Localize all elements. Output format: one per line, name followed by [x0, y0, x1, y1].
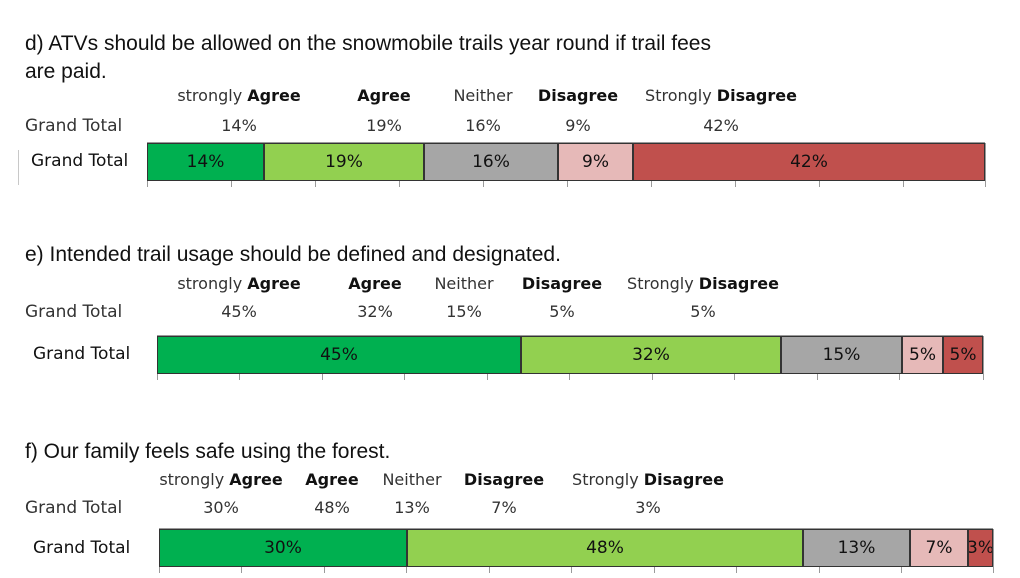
gridline: [983, 336, 984, 380]
series-header-emphasis: Disagree: [698, 274, 779, 293]
bar-data-label: 16%: [472, 152, 510, 172]
table-row-label: Grand Total: [25, 302, 123, 322]
gridline: [985, 143, 986, 187]
bar-data-label: 3%: [968, 538, 993, 558]
series-header: Disagree: [538, 86, 618, 105]
bar-segment: 13%: [803, 529, 910, 567]
series-header: Agree: [357, 86, 410, 105]
chart-title-line: d) ATVs should be allowed on the snowmob…: [25, 32, 711, 55]
bar-data-label: 42%: [790, 152, 828, 172]
bar-segment: 19%: [264, 143, 424, 181]
bar-data-label: 14%: [186, 152, 225, 172]
bar-category-label: Grand Total: [33, 344, 131, 364]
table-cell-value: 16%: [465, 116, 501, 135]
bar-segment: 32%: [521, 336, 781, 374]
table-cell-value: 30%: [203, 498, 239, 517]
bar-data-label: 32%: [632, 345, 670, 365]
bar-data-label: 5%: [949, 345, 977, 365]
series-header: strongly Agree: [177, 86, 301, 105]
gridline: [993, 529, 994, 573]
chart-title: d) ATVs should be allowed on the snowmob…: [25, 30, 711, 86]
bar-segment: 7%: [910, 529, 968, 567]
bar-segment: 48%: [407, 529, 803, 567]
bar-segment: 15%: [781, 336, 902, 374]
table-row-label: Grand Total: [25, 498, 123, 518]
chart-title: e) Intended trail usage should be define…: [25, 241, 561, 269]
bar-data-label: 9%: [582, 152, 609, 172]
series-header-emphasis: Disagree: [463, 470, 545, 489]
bar-segment: 5%: [902, 336, 943, 374]
series-header: Disagree: [464, 470, 544, 489]
chart-title-line: e) Intended trail usage should be define…: [25, 243, 561, 266]
series-header-emphasis: Disagree: [643, 470, 724, 489]
table-cell-value: 45%: [221, 302, 257, 321]
bar-segment: 5%: [943, 336, 983, 374]
bar-data-label: 30%: [264, 538, 302, 558]
series-header: Neither: [434, 274, 494, 293]
bar-segment: 14%: [147, 143, 264, 181]
bar-data-label: 19%: [325, 152, 363, 172]
table-cell-value: 14%: [221, 116, 257, 135]
bar-data-label: 5%: [909, 345, 936, 365]
table-cell-value: 5%: [690, 302, 716, 321]
table-cell-value: 32%: [357, 302, 393, 321]
series-header-emphasis: Disagree: [521, 274, 603, 293]
bar-data-label: 13%: [837, 538, 876, 558]
bar-category-label: Grand Total: [33, 538, 131, 558]
table-cell-value: 13%: [394, 498, 430, 517]
table-cell-value: 5%: [549, 302, 575, 321]
table-cell-value: 9%: [565, 116, 591, 135]
series-header: Strongly Disagree: [645, 86, 797, 105]
bar-data-label: 15%: [822, 345, 861, 365]
series-header-emphasis: Agree: [247, 86, 301, 105]
bar-segment: 16%: [424, 143, 558, 181]
chart-title-line: are paid.: [25, 60, 107, 83]
bar-segment: 45%: [157, 336, 521, 374]
series-header-emphasis: Agree: [247, 274, 301, 293]
series-header: Neither: [382, 470, 442, 489]
series-header-emphasis: Disagree: [537, 86, 619, 105]
series-header-emphasis: Agree: [357, 86, 411, 105]
series-header-emphasis: Agree: [348, 274, 402, 293]
bar-segment: 3%: [968, 529, 993, 567]
table-cell-value: 3%: [635, 498, 661, 517]
axis-rule: [18, 150, 19, 185]
series-header-emphasis: Agree: [229, 470, 283, 489]
bar-segment: 9%: [558, 143, 633, 181]
table-row-label: Grand Total: [25, 116, 123, 136]
chart-title: f) Our family feels safe using the fores…: [25, 438, 390, 466]
series-header: strongly Agree: [159, 470, 283, 489]
series-header-emphasis: Agree: [305, 470, 359, 489]
series-header: Agree: [305, 470, 358, 489]
bar-category-label: Grand Total: [31, 151, 129, 171]
series-header: Strongly Disagree: [572, 470, 724, 489]
table-cell-value: 42%: [703, 116, 739, 135]
series-header: Agree: [348, 274, 401, 293]
bar-data-label: 7%: [925, 538, 953, 558]
series-header: Neither: [453, 86, 513, 105]
bar-data-label: 48%: [586, 538, 624, 558]
bar-segment: 42%: [633, 143, 985, 181]
series-header: strongly Agree: [177, 274, 301, 293]
series-header-emphasis: Disagree: [716, 86, 797, 105]
series-header: Disagree: [522, 274, 602, 293]
table-cell-value: 19%: [366, 116, 402, 135]
bar-data-label: 45%: [320, 345, 358, 365]
chart-title-line: f) Our family feels safe using the fores…: [25, 440, 391, 463]
table-cell-value: 7%: [491, 498, 517, 517]
bar-segment: 30%: [159, 529, 407, 567]
table-cell-value: 48%: [314, 498, 350, 517]
series-header: Strongly Disagree: [627, 274, 779, 293]
table-cell-value: 15%: [446, 302, 482, 321]
